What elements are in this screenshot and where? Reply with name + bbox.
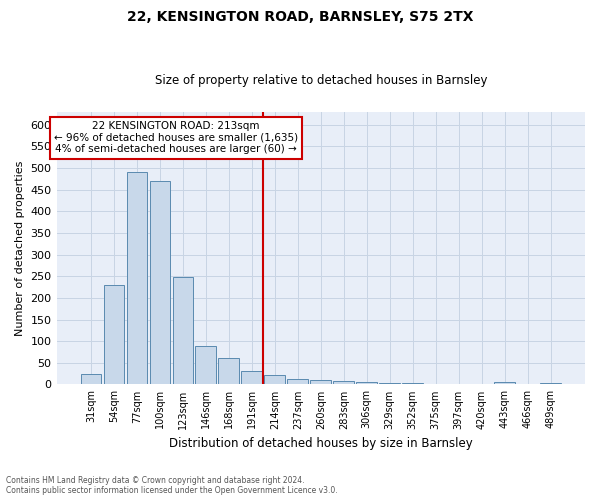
Bar [287,379,308,384]
Bar [149,181,170,384]
Text: Contains HM Land Registry data © Crown copyright and database right 2024.
Contai: Contains HM Land Registry data © Crown c… [6,476,338,495]
Bar [80,374,101,384]
Bar [104,285,124,384]
X-axis label: Distribution of detached houses by size in Barnsley: Distribution of detached houses by size … [169,437,473,450]
Bar [241,372,262,384]
Text: 22, KENSINGTON ROAD, BARNSLEY, S75 2TX: 22, KENSINGTON ROAD, BARNSLEY, S75 2TX [127,10,473,24]
Bar [265,375,285,384]
Y-axis label: Number of detached properties: Number of detached properties [15,160,25,336]
Bar [379,382,400,384]
Bar [356,382,377,384]
Bar [127,172,147,384]
Bar [540,382,561,384]
Bar [310,380,331,384]
Text: 22 KENSINGTON ROAD: 213sqm
← 96% of detached houses are smaller (1,635)
4% of se: 22 KENSINGTON ROAD: 213sqm ← 96% of deta… [54,122,298,154]
Bar [494,382,515,384]
Bar [173,277,193,384]
Title: Size of property relative to detached houses in Barnsley: Size of property relative to detached ho… [155,74,487,87]
Bar [196,346,216,385]
Bar [403,383,423,384]
Bar [334,380,354,384]
Bar [218,358,239,384]
